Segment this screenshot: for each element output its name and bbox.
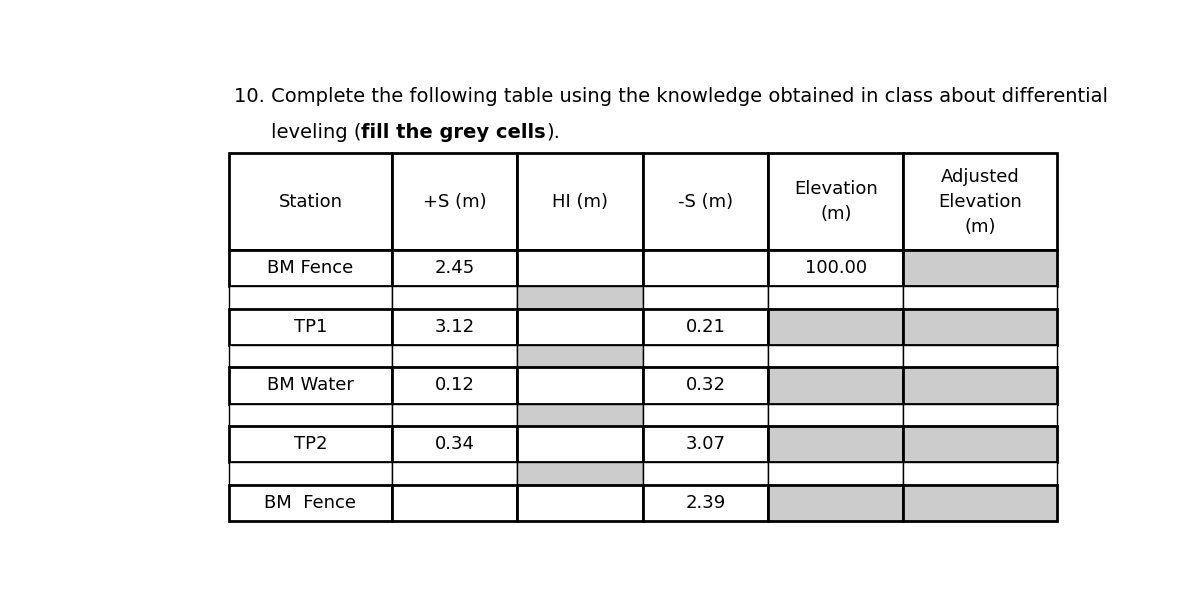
Bar	[517, 426, 643, 463]
Bar	[768, 485, 904, 521]
Bar	[229, 404, 391, 426]
Bar	[391, 485, 517, 521]
Bar	[643, 485, 768, 521]
Bar	[904, 286, 1057, 309]
Bar	[391, 404, 517, 426]
Bar	[904, 250, 1057, 286]
Bar	[391, 286, 517, 309]
Text: 2.45: 2.45	[434, 259, 475, 277]
Bar	[229, 286, 391, 309]
Bar	[391, 345, 517, 367]
Text: leveling (: leveling (	[271, 123, 361, 142]
Bar	[643, 426, 768, 463]
Text: 0.21: 0.21	[685, 318, 726, 335]
Bar	[229, 463, 391, 485]
Bar	[904, 367, 1057, 404]
Text: 3.07: 3.07	[685, 435, 726, 453]
Bar	[517, 286, 643, 309]
Bar	[643, 309, 768, 345]
Text: 10. Complete the following table using the knowledge obtained in class about dif: 10. Complete the following table using t…	[234, 87, 1108, 106]
Bar	[643, 345, 768, 367]
Bar	[768, 286, 904, 309]
Bar	[229, 485, 391, 521]
Text: 0.12: 0.12	[434, 376, 474, 395]
Bar	[768, 309, 904, 345]
Text: BM Water: BM Water	[266, 376, 354, 395]
Bar	[643, 286, 768, 309]
Bar	[391, 426, 517, 463]
Bar	[643, 153, 768, 250]
Bar	[391, 153, 517, 250]
Bar	[229, 367, 391, 404]
Bar	[768, 426, 904, 463]
Bar	[904, 309, 1057, 345]
Text: TP1: TP1	[294, 318, 328, 335]
Text: HI (m): HI (m)	[552, 192, 608, 211]
Text: BM  Fence: BM Fence	[264, 494, 356, 512]
Bar	[229, 153, 391, 250]
Bar	[391, 250, 517, 286]
Bar	[517, 463, 643, 485]
Bar	[904, 426, 1057, 463]
Bar	[904, 485, 1057, 521]
Text: -S (m): -S (m)	[678, 192, 733, 211]
Text: BM Fence: BM Fence	[268, 259, 354, 277]
Text: 3.12: 3.12	[434, 318, 475, 335]
Bar	[517, 250, 643, 286]
Bar	[391, 309, 517, 345]
Bar	[517, 367, 643, 404]
Bar	[517, 404, 643, 426]
Bar	[229, 426, 391, 463]
Bar	[904, 153, 1057, 250]
Text: 0.32: 0.32	[685, 376, 726, 395]
Bar	[768, 404, 904, 426]
Bar	[768, 345, 904, 367]
Bar	[643, 367, 768, 404]
Bar	[391, 463, 517, 485]
Text: 100.00: 100.00	[805, 259, 866, 277]
Bar	[229, 250, 391, 286]
Bar	[768, 250, 904, 286]
Bar	[904, 404, 1057, 426]
Text: +S (m): +S (m)	[422, 192, 486, 211]
Bar	[643, 404, 768, 426]
Bar	[768, 153, 904, 250]
Bar	[904, 345, 1057, 367]
Text: 0.34: 0.34	[434, 435, 474, 453]
Text: Elevation
(m): Elevation (m)	[794, 180, 877, 223]
Text: Adjusted
Elevation
(m): Adjusted Elevation (m)	[938, 167, 1022, 235]
Text: fill the grey cells: fill the grey cells	[361, 123, 546, 142]
Bar	[517, 345, 643, 367]
Text: Station: Station	[278, 192, 342, 211]
Bar	[643, 250, 768, 286]
Bar	[517, 153, 643, 250]
Bar	[391, 367, 517, 404]
Text: 2.39: 2.39	[685, 494, 726, 512]
Text: TP2: TP2	[294, 435, 328, 453]
Bar	[517, 485, 643, 521]
Bar	[229, 309, 391, 345]
Text: ).: ).	[546, 123, 559, 142]
Bar	[768, 367, 904, 404]
Bar	[229, 345, 391, 367]
Bar	[904, 463, 1057, 485]
Bar	[768, 463, 904, 485]
Bar	[643, 463, 768, 485]
Bar	[517, 309, 643, 345]
